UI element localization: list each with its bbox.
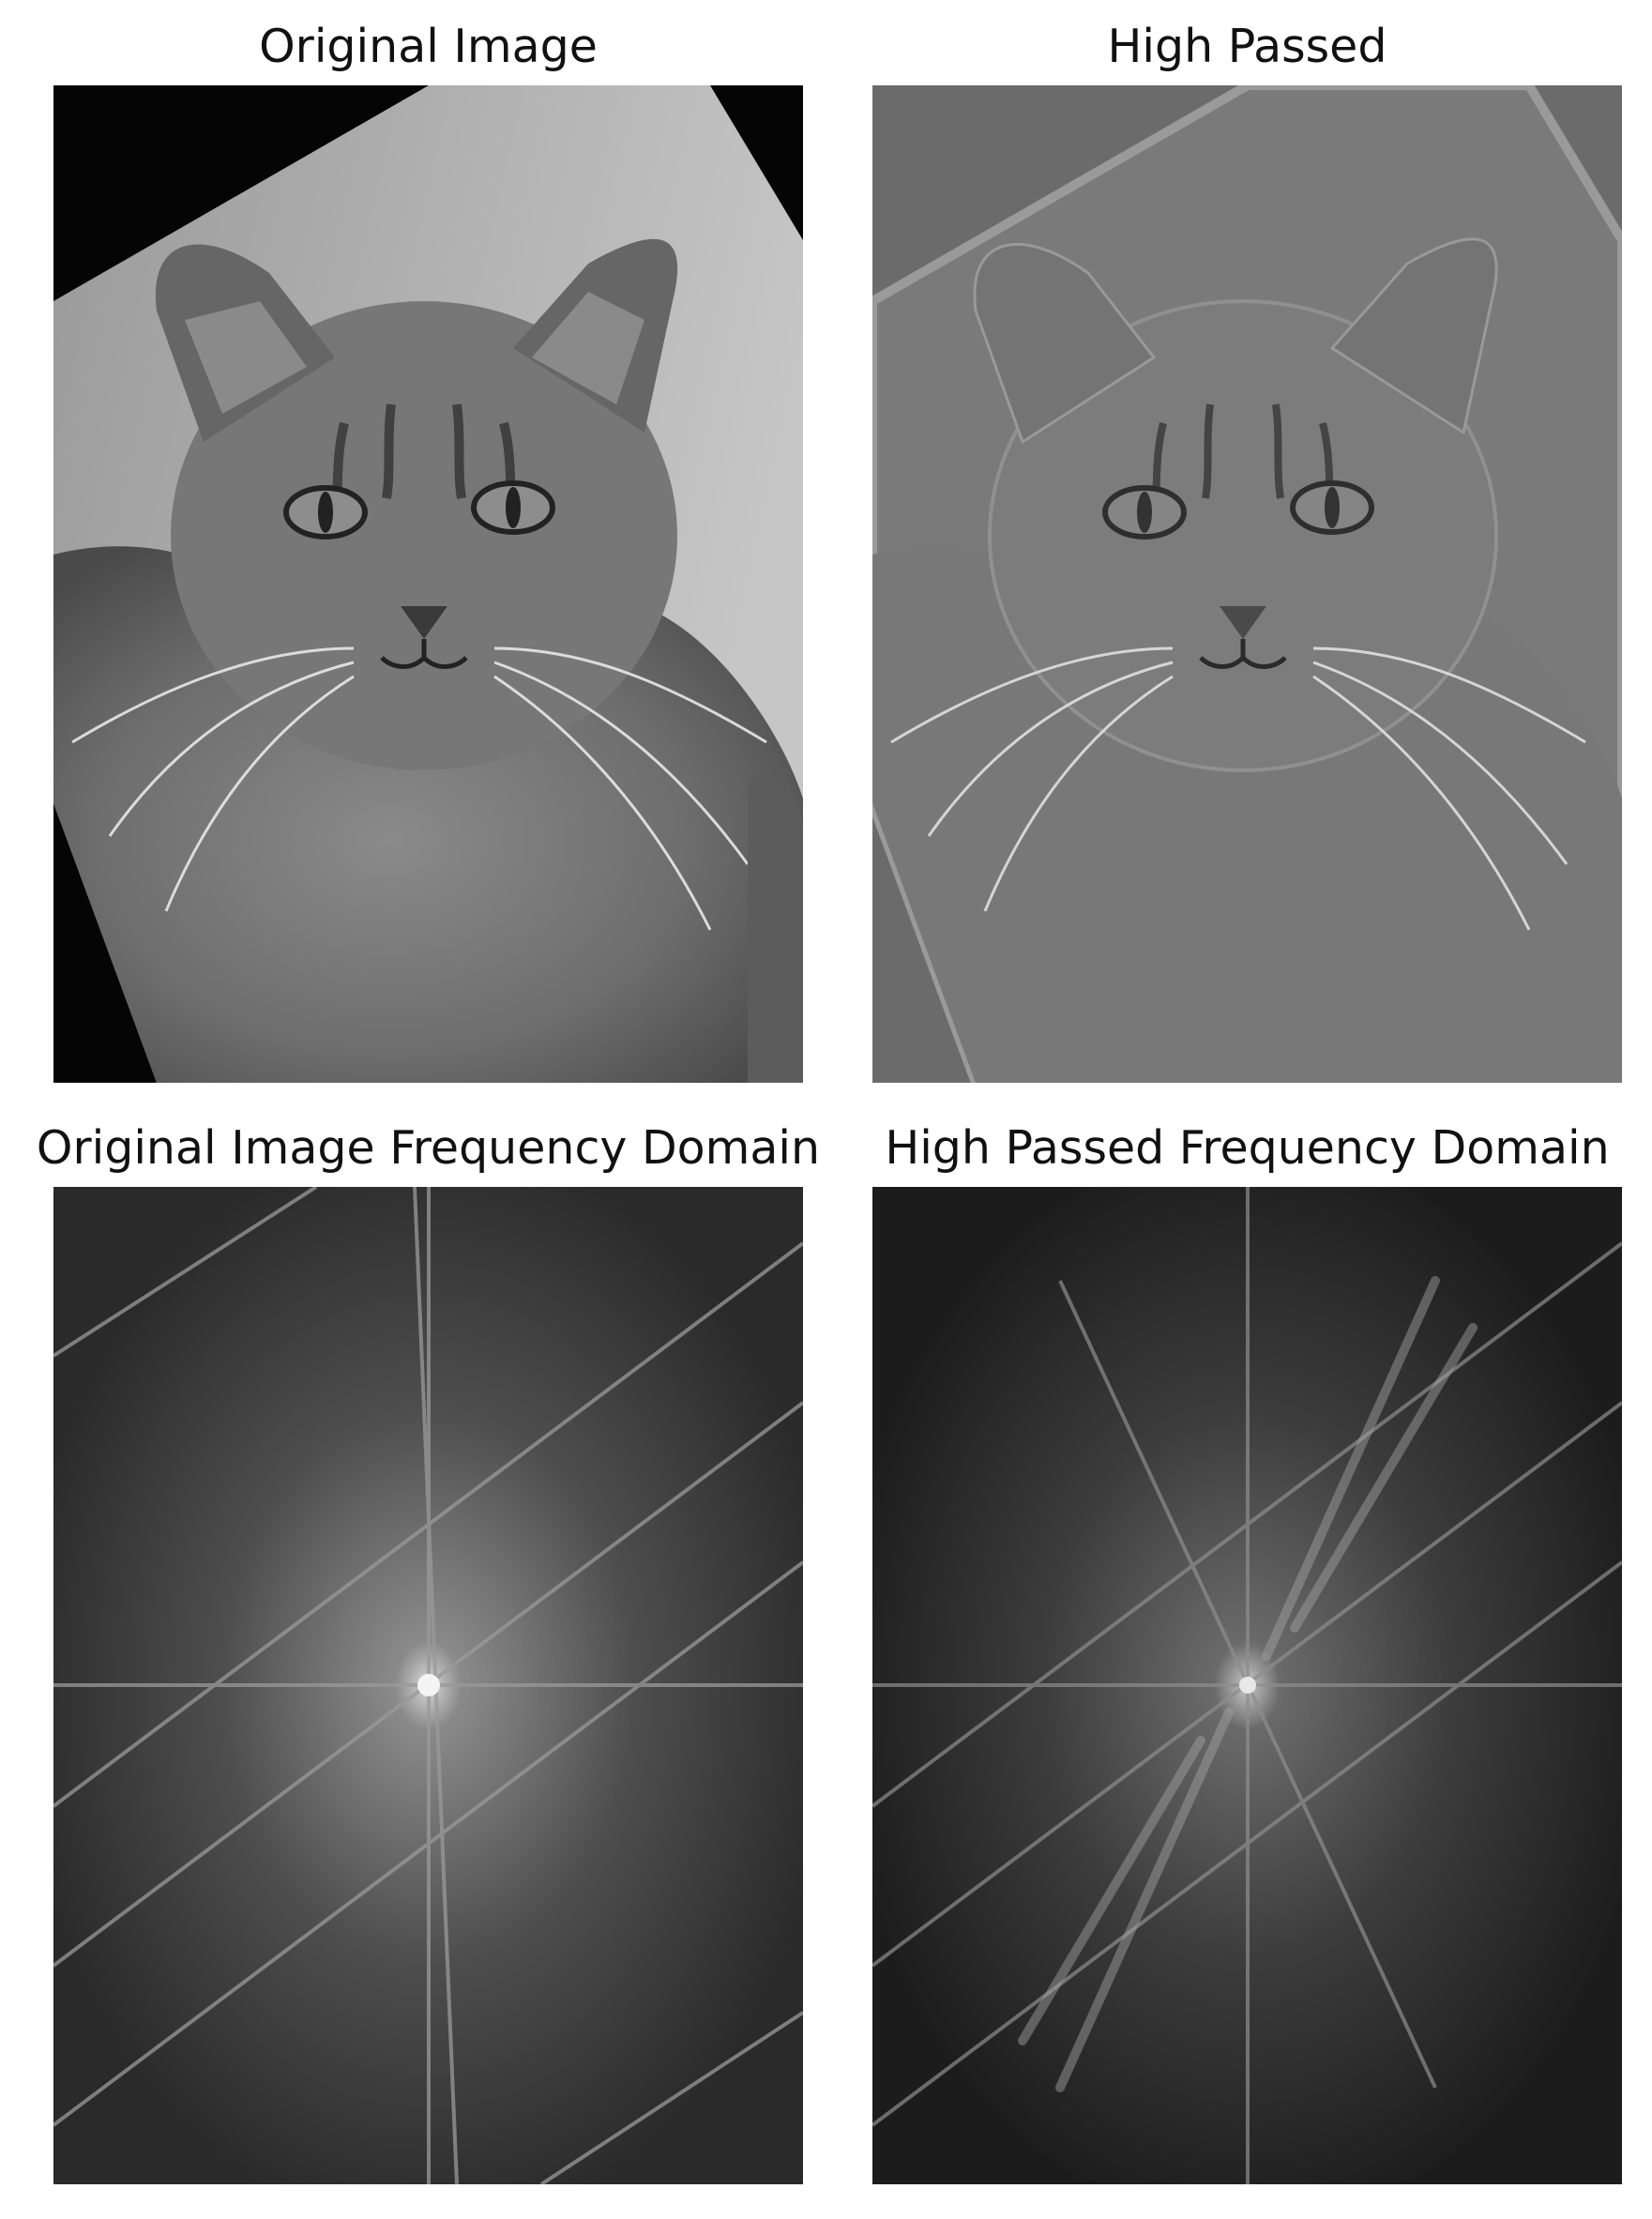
high-passed-cat-image [872, 85, 1622, 1083]
original-image-panel [53, 85, 803, 1083]
title-high-passed-frequency-domain: High Passed Frequency Domain [885, 1121, 1610, 1175]
high-passed-frequency-spectrum [872, 1187, 1622, 2184]
high-passed-frequency-panel [872, 1187, 1622, 2184]
original-frequency-panel [53, 1187, 803, 2184]
title-original-image: Original Image [259, 20, 598, 73]
original-cat-image [53, 85, 803, 1083]
original-frequency-spectrum [53, 1187, 803, 2184]
high-passed-panel [872, 85, 1622, 1083]
title-original-frequency-domain: Original Image Frequency Domain [36, 1121, 821, 1175]
title-high-passed: High Passed [1107, 20, 1387, 73]
